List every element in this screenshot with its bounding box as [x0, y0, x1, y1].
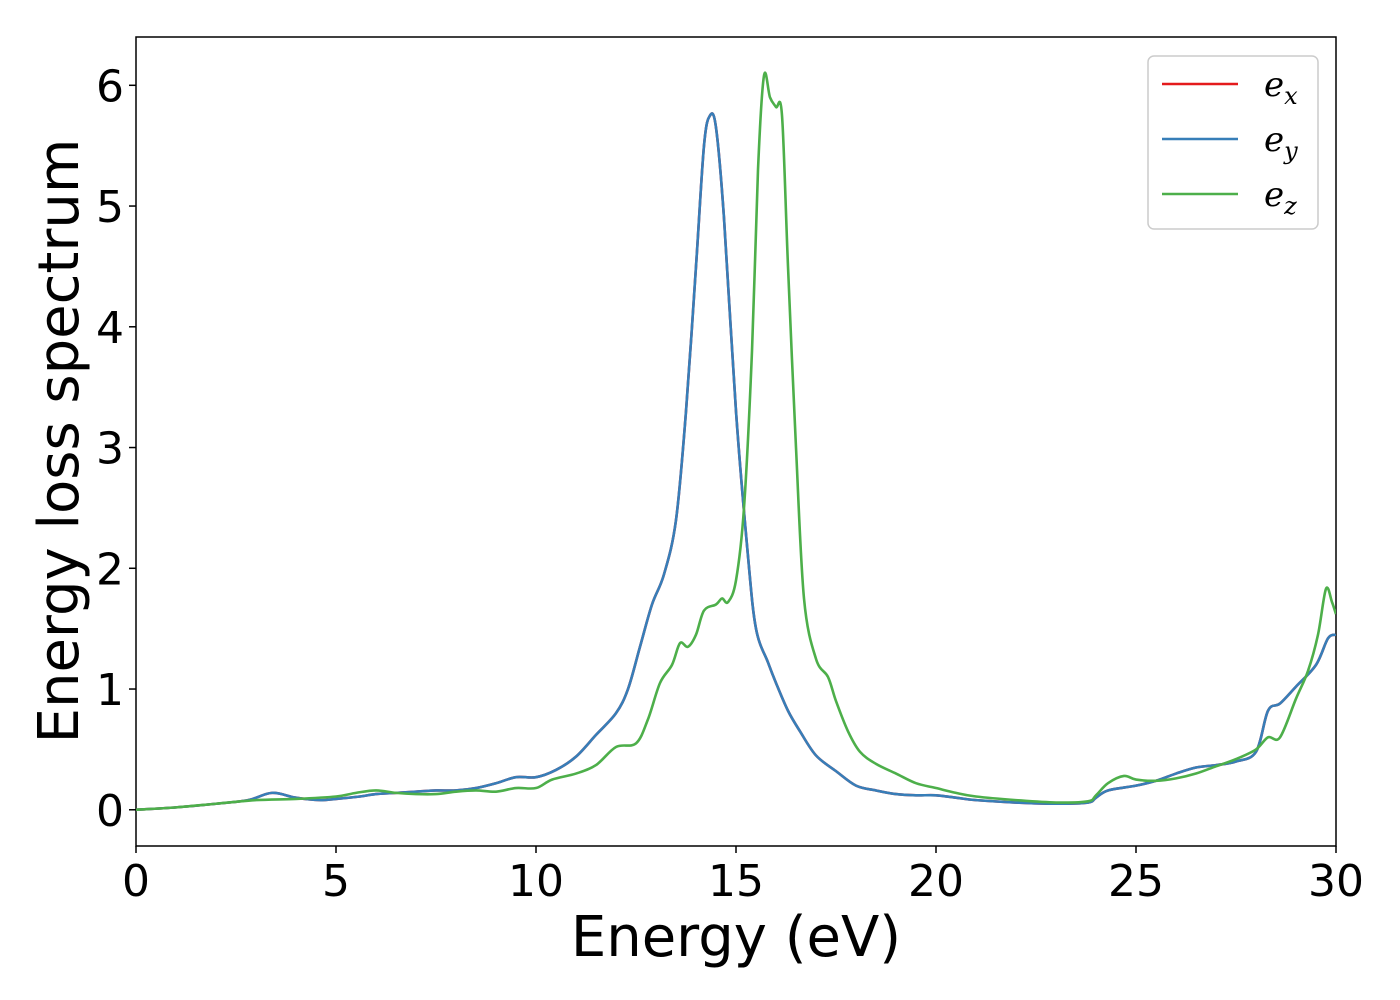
- x-tick-label: 0: [122, 856, 150, 907]
- legend-label-z: ez: [1264, 175, 1297, 220]
- series-line-y: [136, 112, 1336, 812]
- y-tick-label: 1: [96, 665, 124, 716]
- x-tick-label: 10: [508, 856, 564, 907]
- y-axis: 0 1 2 3 4 5 6: [96, 61, 136, 837]
- x-tick-label: 20: [908, 856, 964, 907]
- y-tick-label: 4: [96, 303, 124, 354]
- y-axis-title: Energy loss spectrum: [27, 139, 92, 744]
- legend-box: [1147, 55, 1319, 230]
- y-tick-label: 0: [96, 786, 124, 837]
- legend-label-x: ex: [1264, 65, 1298, 110]
- legend-entries: ex ey ez: [1162, 65, 1298, 220]
- y-tick-label: 5: [96, 182, 124, 233]
- y-tick-label: 2: [96, 544, 124, 595]
- legend-label-y: ey: [1264, 120, 1298, 165]
- x-axis-title: Energy (eV): [571, 905, 901, 970]
- series-layer: [136, 71, 1336, 812]
- x-tick-label: 25: [1108, 856, 1164, 907]
- x-axis: 0 5 10 15 20 25 30: [122, 846, 1364, 907]
- x-tick-label: 30: [1308, 856, 1364, 907]
- series-line-z: [136, 71, 1336, 812]
- plot-area: [135, 36, 1337, 847]
- x-tick-label: 5: [322, 856, 350, 907]
- x-tick-label: 15: [708, 856, 764, 907]
- y-tick-label: 3: [96, 424, 124, 475]
- legend: ex ey ez: [1147, 55, 1319, 230]
- y-tick-label: 6: [96, 61, 124, 112]
